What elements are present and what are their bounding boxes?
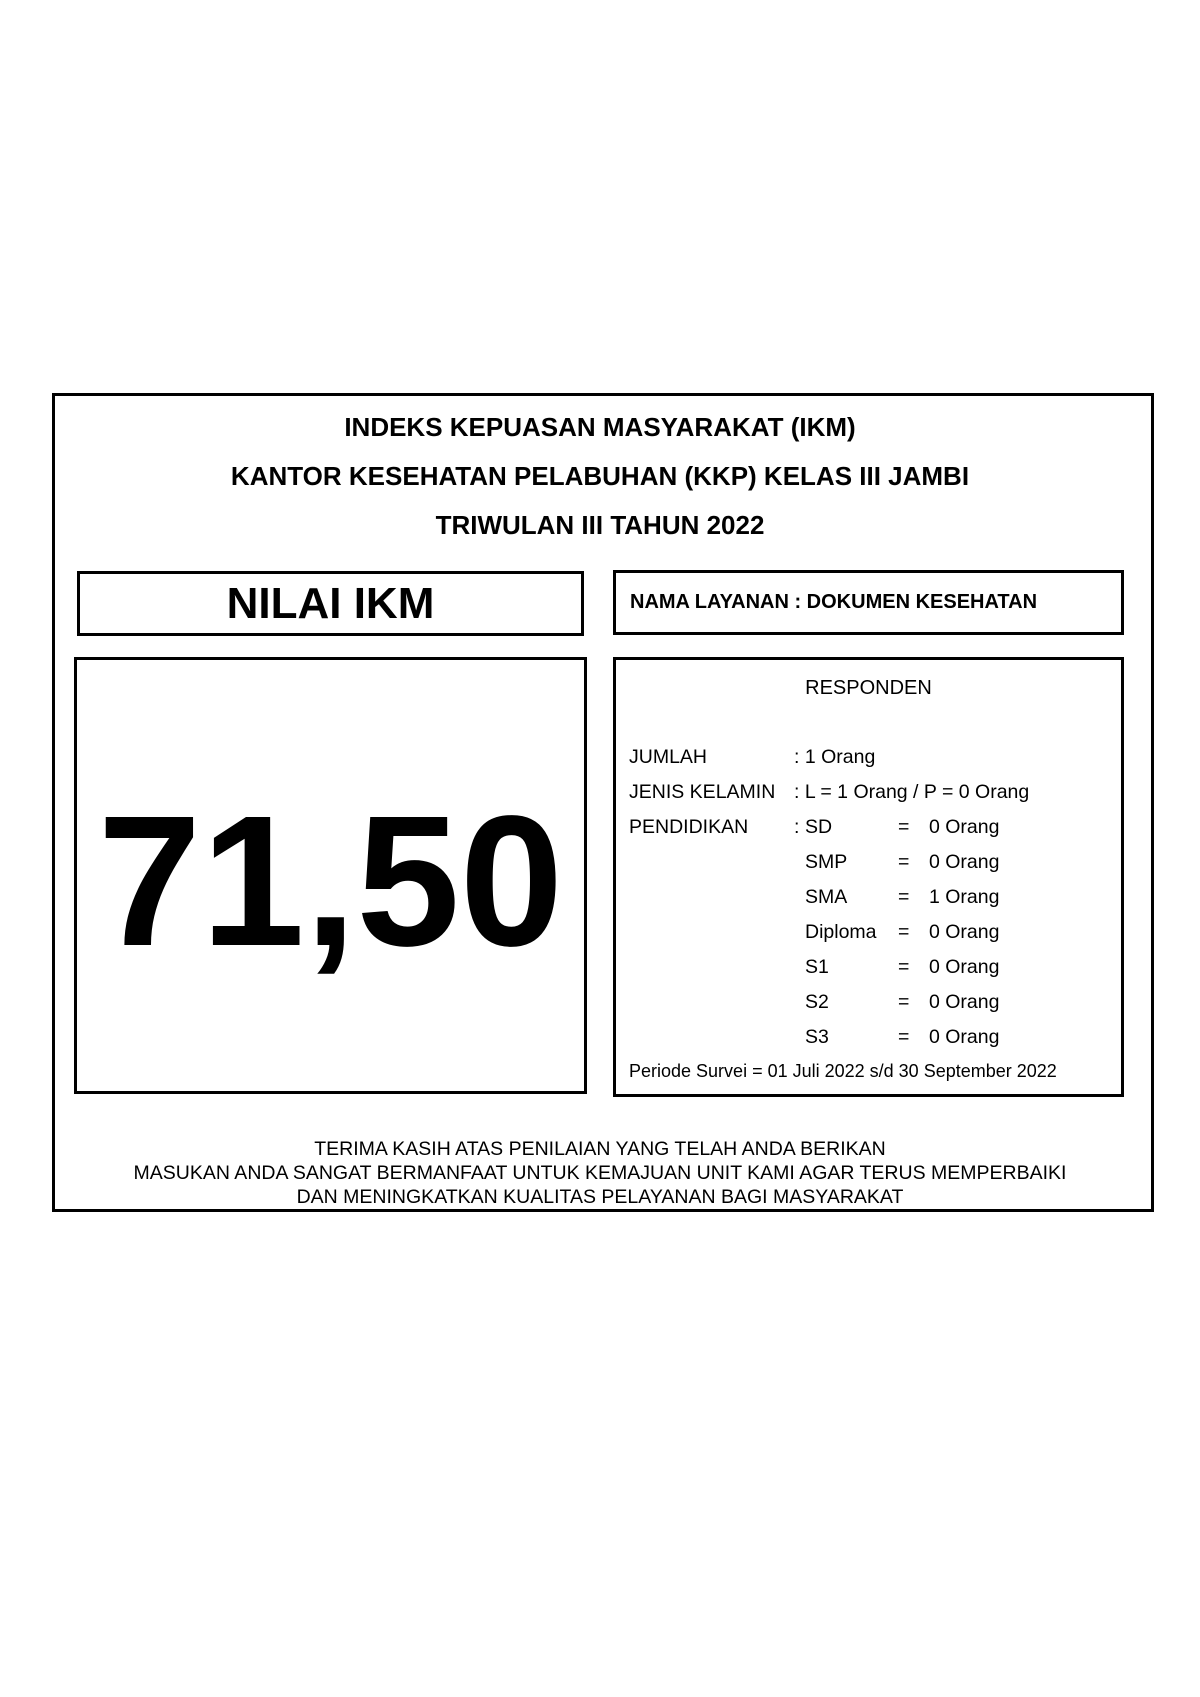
respondent-box: RESPONDEN JUMLAH : 1 Orang JENIS KELAMIN… bbox=[613, 657, 1124, 1097]
education-eq: = bbox=[898, 816, 910, 838]
education-level: SMP bbox=[805, 851, 848, 873]
footer-line-2: MASUKAN ANDA SANGAT BERMANFAAT UNTUK KEM… bbox=[133, 1162, 1067, 1184]
education-eq: = bbox=[898, 921, 910, 943]
survey-period: Periode Survei = 01 Juli 2022 s/d 30 Sep… bbox=[629, 1061, 1057, 1081]
education-value: 0 Orang bbox=[929, 921, 1000, 943]
education-colon: : bbox=[794, 816, 800, 838]
education-eq: = bbox=[898, 1026, 910, 1048]
title-line-3: TRIWULAN III TAHUN 2022 bbox=[435, 510, 765, 540]
education-value: 1 Orang bbox=[929, 886, 1000, 908]
education-level: S2 bbox=[805, 991, 829, 1013]
ikm-score-box: 71,50 bbox=[74, 657, 587, 1094]
respondent-title: RESPONDEN bbox=[805, 677, 932, 699]
education-eq: = bbox=[898, 886, 910, 908]
service-name: NAMA LAYANAN : DOKUMEN KESEHATAN bbox=[630, 591, 1038, 613]
education-value: 0 Orang bbox=[929, 956, 1000, 978]
education-value: 0 Orang bbox=[929, 816, 1000, 838]
education-level: SD bbox=[805, 816, 833, 838]
gender-value: : L = 1 Orang / P = 0 Orang bbox=[794, 781, 1030, 803]
education-eq: = bbox=[898, 851, 910, 873]
jumlah-value: : 1 Orang bbox=[794, 746, 876, 768]
nilai-ikm-label: NILAI IKM bbox=[77, 571, 584, 636]
title-line-2: KANTOR KESEHATAN PELABUHAN (KKP) KELAS I… bbox=[230, 461, 970, 491]
education-eq: = bbox=[898, 956, 910, 978]
education-level: S3 bbox=[805, 1026, 829, 1048]
education-label: PENDIDIKAN bbox=[629, 816, 749, 838]
education-level: S1 bbox=[805, 956, 829, 978]
education-value: 0 Orang bbox=[929, 991, 1000, 1013]
education-level: Diploma bbox=[805, 921, 877, 943]
education-level: SMA bbox=[805, 886, 848, 908]
nilai-ikm-label-text: NILAI IKM bbox=[226, 578, 435, 628]
education-value: 0 Orang bbox=[929, 851, 1000, 873]
footer-line-3: DAN MENINGKATKAN KUALITAS PELAYANAN BAGI… bbox=[296, 1186, 904, 1208]
ikm-score-value: 71,50 bbox=[97, 778, 564, 985]
gender-label: JENIS KELAMIN bbox=[629, 781, 776, 803]
jumlah-label: JUMLAH bbox=[629, 746, 708, 768]
education-value: 0 Orang bbox=[929, 1026, 1000, 1048]
service-name-box: NAMA LAYANAN : DOKUMEN KESEHATAN bbox=[613, 570, 1124, 635]
ikm-card-frame bbox=[52, 393, 1154, 1212]
education-eq: = bbox=[898, 991, 910, 1013]
title-line-1: INDEKS KEPUASAN MASYARAKAT (IKM) bbox=[344, 412, 856, 442]
footer-line-1: TERIMA KASIH ATAS PENILAIAN YANG TELAH A… bbox=[314, 1138, 886, 1160]
